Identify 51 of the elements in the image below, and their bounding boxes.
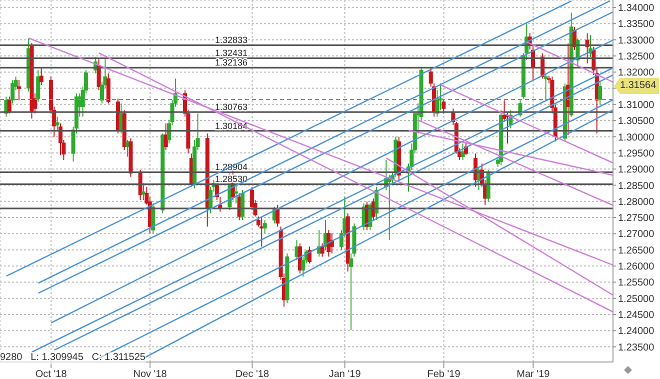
candlestick xyxy=(598,81,602,106)
candlestick xyxy=(544,72,548,101)
candlestick xyxy=(262,220,267,234)
y-tick-label: 1.26000 xyxy=(618,262,655,273)
y-tick-label: 1.28500 xyxy=(618,180,655,192)
y-tick-label: 1.29500 xyxy=(618,148,655,160)
y-tick-label: 1.24000 xyxy=(618,326,655,338)
y-tick-label: 1.26500 xyxy=(618,245,655,256)
x-tick-label: Feb '19 xyxy=(427,369,461,379)
candlestick xyxy=(320,242,324,258)
x-tick-label: Oct '18 xyxy=(35,369,68,379)
y-tick-label: 1.27000 xyxy=(618,229,655,240)
candlestick xyxy=(138,170,142,201)
y-tick-label: 1.34000 xyxy=(618,2,655,14)
candlestick xyxy=(55,116,60,131)
candlestick xyxy=(326,230,331,258)
y-tick-label: 1.33500 xyxy=(618,19,655,30)
candlestick xyxy=(96,58,101,91)
candlestick xyxy=(460,143,465,160)
y-tick-label: 1.30000 xyxy=(618,132,655,144)
candlestick xyxy=(260,216,264,248)
candlestick xyxy=(7,96,12,114)
y-tick-label: 1.27500 xyxy=(618,213,655,224)
annotation: 9280 L: 1.309945 C: 1.311525 xyxy=(0,352,146,364)
text: 1.31564 xyxy=(614,78,660,94)
y-tick-label: 1.25500 xyxy=(618,278,655,289)
y-tick-label: 1.29000 xyxy=(618,164,655,176)
y-tick-label: 1.25000 xyxy=(618,294,655,305)
candlestick xyxy=(36,70,40,102)
x-tick-label: Mar '19 xyxy=(516,369,550,379)
y-tick-label: 1.33000 xyxy=(618,35,655,46)
candlestick xyxy=(106,72,110,104)
y-tick-label: 1.32000 xyxy=(618,68,655,79)
candlestick xyxy=(10,80,15,104)
y-tick-label: 1.24500 xyxy=(618,310,655,322)
y-tick-label: 1.32500 xyxy=(618,51,655,62)
x-tick-label: Nov '18 xyxy=(133,369,168,379)
x-tick-label: Jan '19 xyxy=(328,369,362,379)
candlestick xyxy=(39,66,44,86)
candlestick xyxy=(442,100,446,114)
candlestick xyxy=(349,252,354,330)
ref-line-label: 1.32136 xyxy=(215,58,248,68)
candlestick xyxy=(16,80,21,101)
y-tick-label: 1.31000 xyxy=(618,100,655,111)
ref-line-label: 1.32833 xyxy=(215,35,248,46)
ref-line-label: 1.30763 xyxy=(215,102,248,112)
y-tick-label: 1.28000 xyxy=(618,196,655,208)
y-tick-label: 1.30500 xyxy=(618,116,655,128)
y-tick-label: 1.23500 xyxy=(618,342,655,354)
ref-line-label: 1.32431 xyxy=(215,48,248,58)
x-tick-label: Dec '18 xyxy=(235,369,270,379)
